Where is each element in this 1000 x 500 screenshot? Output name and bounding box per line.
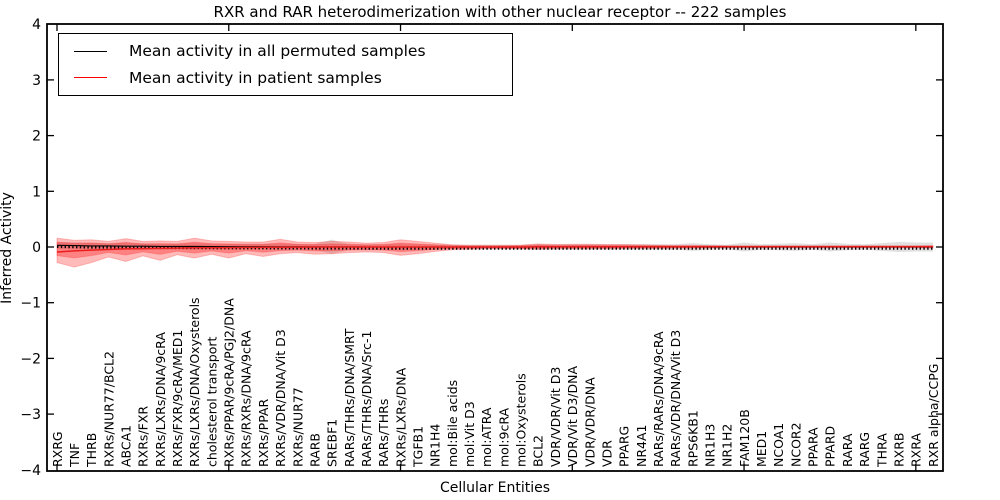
x-tick-label: RARB <box>307 433 322 467</box>
x-tick-label: mol:Oxysterols <box>514 373 529 467</box>
red-line-swatch-icon <box>74 77 107 79</box>
legend-item-permuted: Mean activity in all permuted samples <box>59 42 512 60</box>
x-tick-label: RXRG <box>50 431 65 467</box>
x-axis-label: Cellular Entities <box>439 480 551 496</box>
x-tick-label: cholesterol transport <box>204 336 219 467</box>
x-tick-label: VDR/VDR/Vit D3 <box>548 367 563 467</box>
x-tick-label: RARG <box>857 432 872 467</box>
x-tick-label: RXRB <box>891 432 906 467</box>
x-tick-label: SREBF1 <box>325 419 340 467</box>
x-tick-label: RXRs/NUR77 <box>290 387 305 467</box>
x-tick-label: RXRs/PPAR/9cRA/PGJ2/DNA <box>222 298 237 467</box>
x-tick-label: RXRA <box>909 433 924 467</box>
x-tick-label: RXR alpha/CCPG <box>926 364 941 467</box>
y-tick-label: −1 <box>20 296 41 312</box>
x-tick-label: VDR <box>599 440 614 467</box>
y-tick-label: −4 <box>20 463 41 479</box>
y-tick-label: −3 <box>20 407 41 423</box>
legend-item-patient: Mean activity in patient samples <box>59 69 512 87</box>
x-tick-label: RXRs/FXR <box>136 406 151 467</box>
chart-title: RXR and RAR heterodimerization with othe… <box>213 3 787 21</box>
x-tick-label: RARs/THRs/DNA/SMRT <box>342 328 357 467</box>
x-tick-label: RARA <box>840 433 855 467</box>
permuted-mean-markers <box>56 245 933 250</box>
x-tick-label: NR1H2 <box>720 424 735 467</box>
x-tick-label: RARs/VDR/DNA/Vit D3 <box>668 330 683 467</box>
y-tick-label: 3 <box>32 73 41 89</box>
x-tick-label: mol:Vit D3 <box>462 401 477 467</box>
y-tick-label: 4 <box>32 17 41 33</box>
x-tick-label: NR1H4 <box>428 424 443 467</box>
x-tick-label: PPARD <box>823 426 838 467</box>
axes-frame <box>46 23 944 472</box>
x-tick-label: PPARG <box>617 426 632 467</box>
x-tick-label: THRA <box>874 433 889 468</box>
patient-band-outer <box>56 237 934 268</box>
x-tick-label: THRB <box>84 433 99 468</box>
x-tick-label: MED1 <box>754 431 769 467</box>
x-tick-label: RXRs/NUR77/BCL2 <box>101 351 116 467</box>
x-tick-label: NR1H3 <box>703 424 718 467</box>
x-tick-label: RXRs/LXRs/DNA <box>393 367 408 467</box>
x-tick-label: VDR/Vit D3/DNA <box>565 366 580 467</box>
x-tick-label: BCL2 <box>531 435 546 467</box>
x-tick-label: NCOA1 <box>771 423 786 467</box>
x-tick-label: RXRs/RXRs/DNA/9cRA <box>239 330 254 467</box>
legend-label-patient: Mean activity in patient samples <box>129 68 382 87</box>
x-tick-label: RXRs/FXR/9cRA/MED1 <box>170 330 185 467</box>
legend: Mean activity in all permuted samples Me… <box>58 33 513 96</box>
x-tick-label: RXRs/LXRs/DNA/9cRA <box>153 332 168 467</box>
x-tick-label: TGFB1 <box>411 426 426 468</box>
x-tick-label: RXRs/LXRs/DNA/Oxysterols <box>187 297 202 467</box>
y-axis-label: Inferred Activity <box>0 192 15 304</box>
x-tick-label: RPS6KB1 <box>685 410 700 467</box>
x-tick-label: PPARA <box>806 427 821 467</box>
x-tick-label: FAM120B <box>737 409 752 467</box>
y-tick-label: −2 <box>20 351 41 367</box>
x-tick-label: mol:ATRA <box>479 407 494 467</box>
y-tick-label: 1 <box>32 184 41 200</box>
x-tick-label: TNF <box>67 443 82 468</box>
x-tick-label: RXRs/VDR/DNA/Vit D3 <box>273 329 288 467</box>
patient-mean-line <box>56 245 933 253</box>
x-tick-label: VDR/VDR/DNA <box>582 377 597 467</box>
y-tick-label: 0 <box>32 240 41 256</box>
patient-band-inner <box>56 241 934 259</box>
x-tick-label: ABCA1 <box>119 425 134 467</box>
x-tick-label: RARs/THRs <box>376 399 391 467</box>
x-tick-label: mol:Bile acids <box>445 380 460 467</box>
x-tick-label: mol:9cRA <box>496 407 511 467</box>
legend-label-permuted: Mean activity in all permuted samples <box>129 42 426 61</box>
x-tick-label: NR4A1 <box>634 425 649 468</box>
x-tick-label: RARs/RARs/DNA/9cRA <box>651 331 666 467</box>
x-tick-label: RARs/THRs/DNA/Src-1 <box>359 331 374 467</box>
x-tick-label: NCOR2 <box>788 422 803 467</box>
y-tick-label: 2 <box>32 129 41 145</box>
x-tick-label: RXRs/PPAR <box>256 399 271 467</box>
black-line-swatch-icon <box>74 50 107 52</box>
